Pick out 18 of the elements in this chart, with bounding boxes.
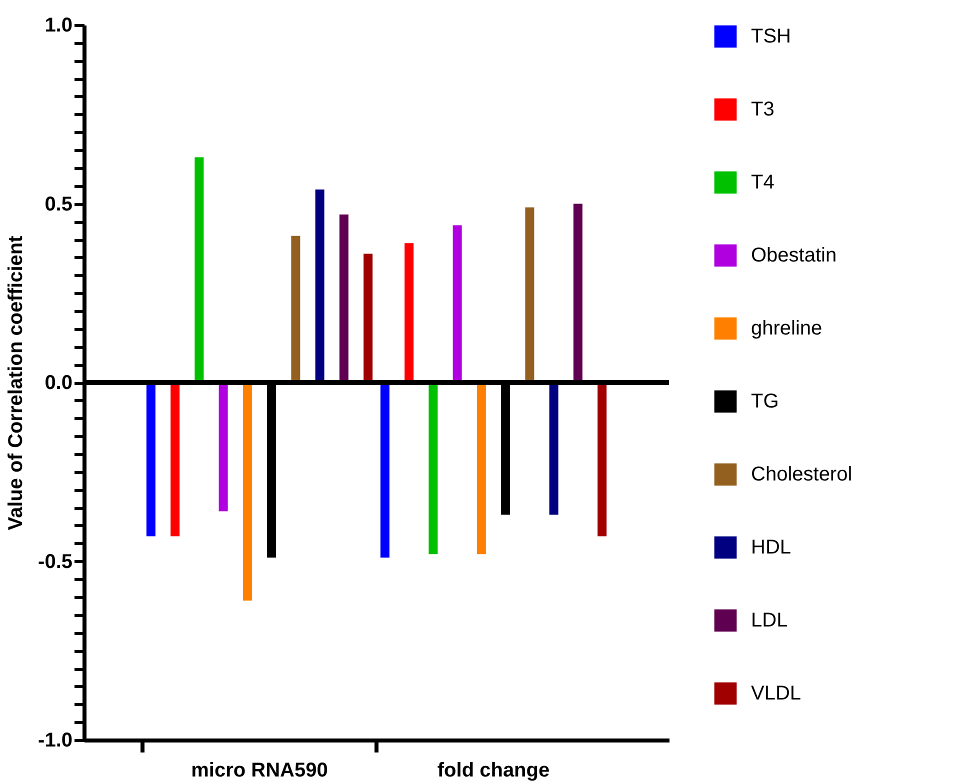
legend-label: HDL <box>751 536 792 558</box>
legend-label: VLDL <box>751 682 802 704</box>
legend-label: LDL <box>751 610 788 632</box>
y-tick-label: -0.5 <box>38 550 72 573</box>
y-tick-label: -1.0 <box>38 730 72 752</box>
y-tick-label: 1.0 <box>44 14 72 36</box>
y-tick-label: 0.0 <box>44 372 72 394</box>
x-tick-label: micro RNA590 <box>191 760 328 782</box>
legend-label: Cholesterol <box>751 464 852 486</box>
y-tick-label: 0.5 <box>44 193 72 216</box>
legend-label: T4 <box>751 172 774 194</box>
x-tick-label: fold change <box>437 760 550 782</box>
legend-label: ghreline <box>751 318 822 340</box>
y-axis-title: Value of Correlation coefficient <box>5 235 28 530</box>
legend-label: TG <box>751 390 779 412</box>
legend-label: TSH <box>751 26 791 48</box>
legend-label: Obestatin <box>751 244 837 266</box>
legend-label: T3 <box>751 98 774 120</box>
